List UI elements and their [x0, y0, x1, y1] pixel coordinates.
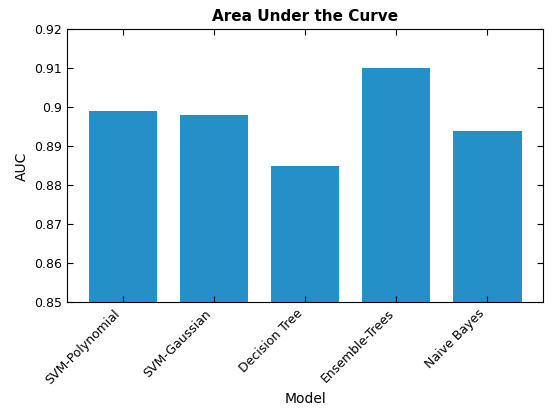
- Y-axis label: AUC: AUC: [15, 151, 29, 181]
- X-axis label: Model: Model: [284, 392, 326, 407]
- Bar: [180, 115, 248, 420]
- Title: Area Under the Curve: Area Under the Curve: [212, 9, 398, 24]
- Bar: [362, 68, 431, 420]
- Bar: [89, 111, 157, 420]
- Bar: [271, 166, 339, 420]
- Bar: [453, 131, 521, 420]
